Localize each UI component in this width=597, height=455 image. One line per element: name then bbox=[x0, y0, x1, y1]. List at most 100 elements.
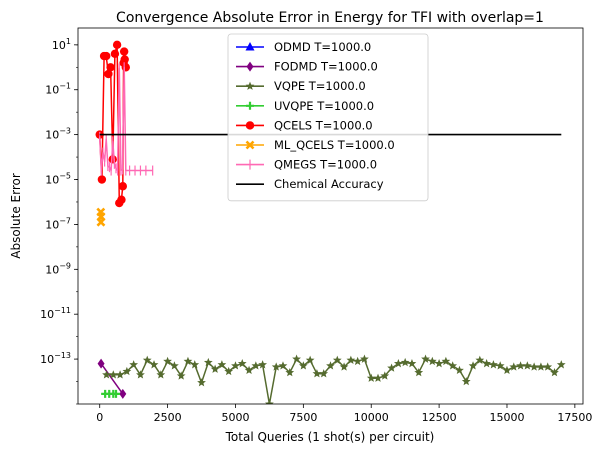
data-point bbox=[550, 367, 559, 377]
series-3 bbox=[101, 389, 121, 398]
data-point bbox=[536, 362, 546, 371]
y-axis-label: Absolute Error bbox=[9, 173, 23, 259]
legend-entry: Chemical Accuracy bbox=[236, 177, 384, 191]
data-point bbox=[224, 366, 234, 376]
data-point bbox=[149, 360, 159, 369]
data-point bbox=[339, 362, 349, 371]
data-point bbox=[163, 356, 172, 366]
data-point bbox=[142, 355, 152, 364]
y-tick-label: 10−3 bbox=[45, 127, 71, 142]
data-point bbox=[108, 370, 118, 379]
data-point bbox=[461, 376, 471, 386]
legend-marker bbox=[246, 101, 254, 110]
plot-frame bbox=[77, 27, 584, 405]
legend-entry: QCELS T=1000.0 bbox=[236, 118, 373, 132]
legend-label: QMEGS T=1000.0 bbox=[274, 158, 377, 172]
data-point bbox=[251, 361, 261, 370]
legend-label: FODMD T=1000.0 bbox=[274, 60, 378, 74]
x-tick-label: 5000 bbox=[221, 411, 249, 424]
data-point bbox=[319, 369, 329, 378]
data-point bbox=[475, 355, 485, 364]
data-point bbox=[455, 365, 464, 375]
data-point bbox=[244, 365, 254, 375]
data-point bbox=[156, 370, 166, 379]
data-point bbox=[278, 361, 288, 370]
legend-label: Chemical Accuracy bbox=[274, 177, 384, 191]
data-point bbox=[441, 356, 451, 366]
y-tick-label: 10−7 bbox=[45, 216, 71, 231]
x-tick-label: 2500 bbox=[154, 411, 182, 424]
y-tick-label: 101 bbox=[52, 37, 71, 52]
data-point bbox=[110, 49, 120, 59]
y-tick-label: 10−9 bbox=[45, 261, 71, 276]
data-point bbox=[112, 40, 122, 50]
data-point bbox=[495, 361, 505, 370]
data-point bbox=[414, 367, 424, 377]
data-point bbox=[102, 370, 111, 379]
legend-entry: FODMD T=1000.0 bbox=[236, 60, 378, 74]
data-point bbox=[489, 360, 498, 369]
legend-label: ML_QCELS T=1000.0 bbox=[274, 138, 395, 152]
series-line bbox=[98, 66, 153, 172]
data-point bbox=[136, 370, 145, 379]
y-tick-label: 10−13 bbox=[40, 351, 71, 366]
legend-label: VQPE T=1000.0 bbox=[274, 79, 366, 93]
legend-entry: UVQPE T=1000.0 bbox=[236, 99, 374, 113]
data-point bbox=[203, 357, 213, 367]
data-point bbox=[176, 371, 186, 380]
data-point bbox=[217, 360, 227, 369]
data-point bbox=[360, 354, 369, 363]
data-point bbox=[197, 378, 206, 387]
legend-entry: ODMD T=1000.0 bbox=[236, 40, 371, 54]
data-point bbox=[407, 358, 417, 368]
data-point bbox=[366, 373, 376, 382]
legend-box bbox=[227, 33, 429, 202]
data-point bbox=[556, 360, 566, 369]
y-tick-label: 10−11 bbox=[40, 306, 71, 321]
legend-label: UVQPE T=1000.0 bbox=[274, 99, 374, 113]
data-point bbox=[509, 362, 519, 371]
legend-marker bbox=[246, 61, 254, 72]
x-tick-label: 7500 bbox=[289, 411, 317, 424]
data-point bbox=[468, 361, 478, 370]
data-point bbox=[120, 55, 129, 64]
series-layer bbox=[95, 40, 566, 404]
x-tick-label: 15000 bbox=[489, 411, 524, 424]
series-2 bbox=[102, 354, 566, 404]
data-point bbox=[305, 355, 315, 364]
legend-entry: QMEGS T=1000.0 bbox=[236, 158, 377, 172]
data-point bbox=[112, 389, 121, 398]
legend-marker bbox=[245, 81, 255, 90]
data-point bbox=[387, 363, 396, 372]
data-point bbox=[292, 354, 301, 363]
legend-marker bbox=[245, 42, 255, 51]
data-point bbox=[265, 399, 274, 404]
data-point bbox=[332, 355, 342, 364]
chart-title: Convergence Absolute Error in Energy for… bbox=[116, 10, 544, 26]
y-axis: 101 10−1 10−3 10−5 10−7 10−9 10−11 10−13 bbox=[40, 37, 78, 405]
data-point bbox=[129, 360, 139, 369]
series-1 bbox=[97, 358, 127, 399]
x-tick-label: 10000 bbox=[354, 411, 389, 424]
data-point bbox=[119, 47, 129, 56]
series-5 bbox=[96, 207, 106, 227]
data-point bbox=[119, 388, 127, 399]
data-point bbox=[502, 365, 512, 375]
data-point bbox=[522, 361, 532, 370]
data-point bbox=[115, 370, 125, 379]
legend-marker bbox=[245, 121, 255, 130]
x-tick-label: 0 bbox=[96, 411, 103, 424]
legend-label: QCELS T=1000.0 bbox=[274, 118, 373, 132]
data-point bbox=[121, 63, 130, 72]
data-point bbox=[104, 69, 113, 79]
data-point bbox=[117, 195, 126, 204]
series-4 bbox=[95, 40, 130, 208]
data-point bbox=[122, 366, 132, 376]
data-point bbox=[346, 355, 356, 364]
data-point bbox=[190, 360, 200, 369]
data-point bbox=[380, 371, 390, 380]
y-tick-label: 10−1 bbox=[45, 82, 71, 97]
x-axis: 0 2500 5000 7500 10000 12500 15000 17500 bbox=[96, 404, 592, 424]
x-tick-label: 17500 bbox=[557, 411, 592, 424]
data-point bbox=[298, 361, 308, 370]
